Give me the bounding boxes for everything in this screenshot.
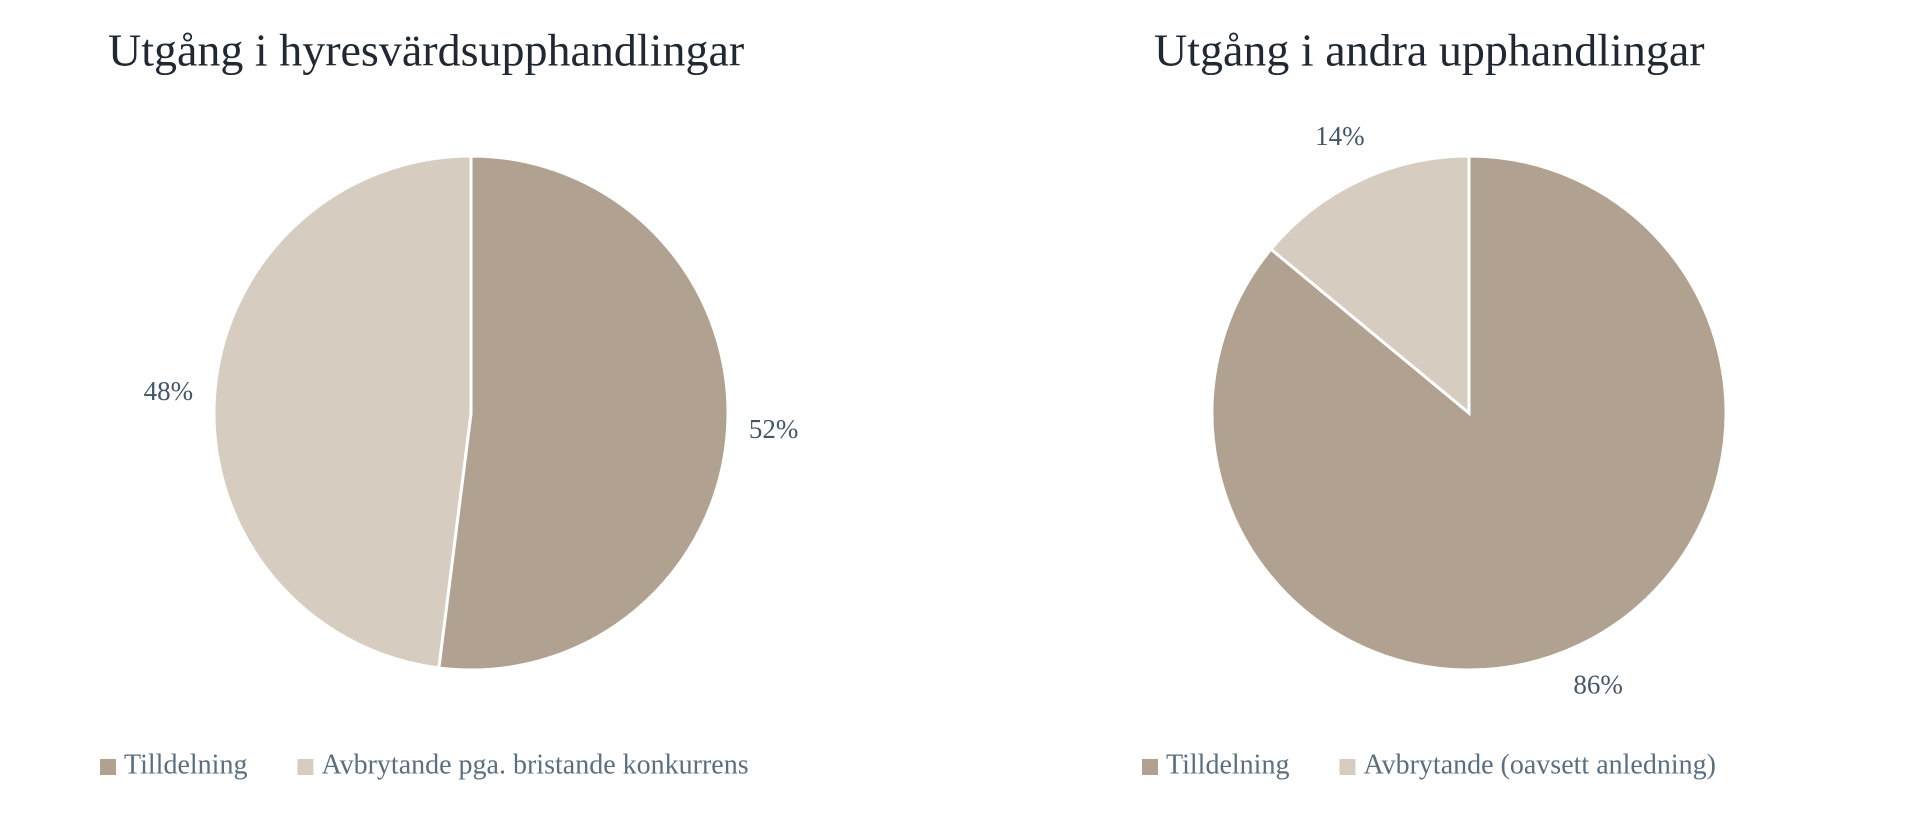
pie-slice	[437, 154, 730, 672]
legend-label: Avbrytande pga. bristande konkurrens	[321, 749, 748, 780]
pie-slice	[212, 154, 473, 670]
legend-label: Tilldelning	[124, 749, 247, 780]
legend-swatch	[1339, 759, 1356, 775]
legend-label: Avbrytande (oavsett anledning)	[1363, 749, 1715, 780]
value-label: 48%	[144, 376, 194, 406]
chart-title: Utgång i hyresvärdsupphandlingar	[108, 25, 744, 76]
legend-swatch	[100, 759, 116, 775]
legend-label: Tilldelning	[1166, 749, 1289, 780]
value-label: 14%	[1315, 121, 1365, 151]
value-label: 52%	[749, 414, 799, 444]
value-label: 86%	[1573, 670, 1623, 700]
pie-slice	[1268, 154, 1471, 417]
legend-swatch	[1142, 759, 1158, 775]
chart-title: Utgång i andra upphandlingar	[1154, 25, 1705, 76]
legend-swatch	[297, 759, 314, 775]
